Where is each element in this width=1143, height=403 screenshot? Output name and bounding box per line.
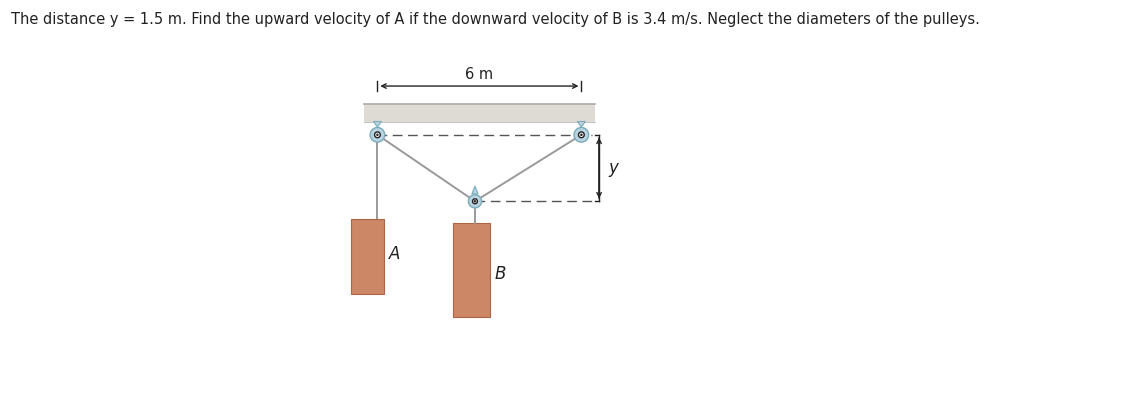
Text: B: B (495, 266, 506, 283)
Polygon shape (374, 122, 382, 127)
Circle shape (473, 200, 477, 203)
Polygon shape (577, 122, 585, 127)
Text: 6 m: 6 m (465, 67, 494, 83)
Circle shape (574, 127, 589, 142)
Text: y: y (608, 159, 618, 177)
Circle shape (375, 132, 381, 138)
Polygon shape (472, 186, 478, 194)
Text: A: A (389, 245, 400, 264)
Circle shape (472, 199, 478, 204)
Bar (365, 104, 594, 122)
Text: The distance y = 1.5 m. Find the upward velocity of A if the downward velocity o: The distance y = 1.5 m. Find the upward … (11, 12, 981, 27)
Circle shape (581, 133, 583, 136)
Circle shape (469, 195, 481, 208)
Bar (351, 219, 384, 294)
Circle shape (370, 127, 385, 142)
Circle shape (376, 133, 378, 136)
Circle shape (578, 132, 584, 138)
Bar (453, 223, 490, 317)
